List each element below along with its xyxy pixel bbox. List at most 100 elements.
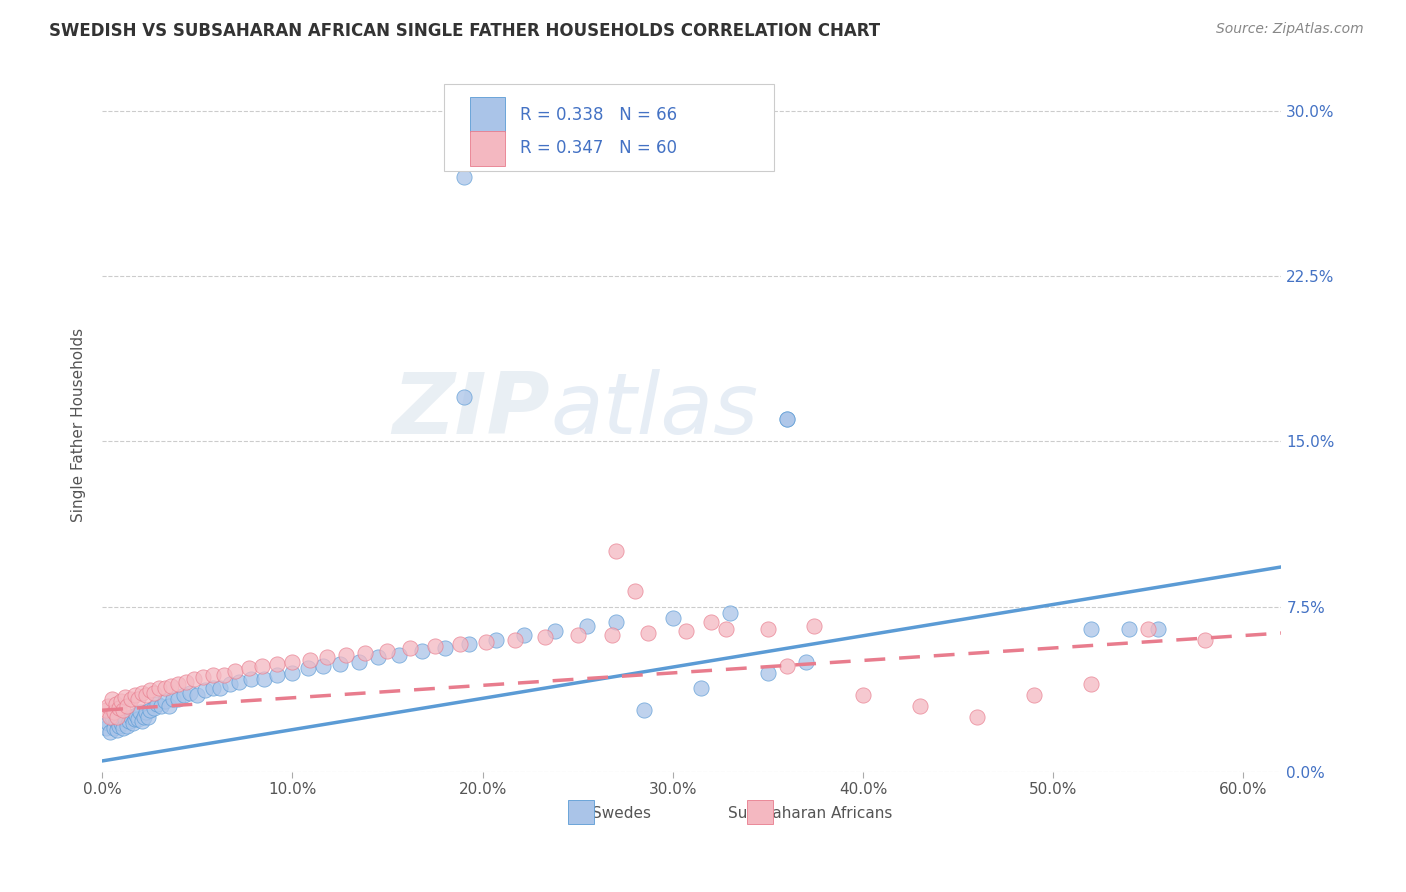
- Point: [623, 584, 645, 599]
- Point: [423, 640, 446, 654]
- Point: [194, 683, 217, 698]
- Point: [157, 698, 180, 713]
- Point: [174, 674, 197, 689]
- Point: [908, 698, 931, 713]
- Point: [186, 688, 208, 702]
- Point: [218, 677, 240, 691]
- Point: [131, 685, 153, 699]
- Point: [114, 712, 136, 726]
- Text: R = 0.347   N = 60: R = 0.347 N = 60: [520, 139, 676, 157]
- Point: [756, 622, 779, 636]
- Point: [98, 710, 121, 724]
- Point: [367, 650, 389, 665]
- Point: [567, 628, 589, 642]
- Point: [353, 646, 375, 660]
- Point: [110, 716, 132, 731]
- Point: [110, 694, 132, 708]
- Point: [142, 701, 165, 715]
- Point: [239, 673, 262, 687]
- Point: [335, 648, 357, 662]
- Point: [167, 692, 190, 706]
- Point: [605, 544, 627, 558]
- Point: [458, 637, 481, 651]
- Point: [1080, 622, 1102, 636]
- Point: [191, 670, 214, 684]
- Point: [148, 681, 170, 696]
- FancyBboxPatch shape: [444, 85, 775, 171]
- Point: [162, 692, 184, 706]
- Point: [139, 703, 162, 717]
- Point: [347, 655, 370, 669]
- Point: [173, 688, 195, 702]
- Point: [142, 685, 165, 699]
- Point: [718, 606, 741, 620]
- Point: [183, 673, 205, 687]
- Point: [662, 610, 685, 624]
- Point: [120, 710, 142, 724]
- Point: [118, 714, 141, 729]
- Point: [120, 692, 142, 706]
- Point: [852, 688, 875, 702]
- Text: SWEDISH VS SUBSAHARAN AFRICAN SINGLE FATHER HOUSEHOLDS CORRELATION CHART: SWEDISH VS SUBSAHARAN AFRICAN SINGLE FAT…: [49, 22, 880, 40]
- Point: [212, 668, 235, 682]
- Point: [637, 626, 659, 640]
- Point: [776, 412, 799, 426]
- Point: [1137, 622, 1160, 636]
- Point: [201, 668, 224, 682]
- Point: [1146, 622, 1168, 636]
- Point: [281, 655, 304, 669]
- Point: [600, 628, 623, 642]
- FancyBboxPatch shape: [747, 800, 773, 824]
- Point: [124, 688, 146, 702]
- Point: [675, 624, 697, 638]
- Point: [388, 648, 411, 662]
- Point: [1194, 632, 1216, 647]
- Point: [534, 631, 557, 645]
- Point: [690, 681, 713, 696]
- Point: [1118, 622, 1140, 636]
- Point: [114, 690, 136, 704]
- Point: [503, 632, 526, 647]
- Point: [107, 710, 129, 724]
- Point: [312, 659, 335, 673]
- Point: [150, 698, 173, 713]
- Point: [449, 637, 471, 651]
- Point: [776, 659, 799, 673]
- Point: [238, 661, 260, 675]
- Point: [125, 707, 148, 722]
- Point: [100, 692, 122, 706]
- Text: Swedes: Swedes: [592, 806, 651, 822]
- Point: [103, 721, 125, 735]
- Point: [167, 677, 190, 691]
- Point: [153, 694, 176, 708]
- Point: [159, 679, 181, 693]
- Point: [135, 688, 157, 702]
- Point: [94, 721, 117, 735]
- Point: [108, 701, 131, 715]
- Point: [115, 698, 138, 713]
- Point: [94, 703, 117, 717]
- Point: [453, 169, 475, 184]
- Point: [97, 698, 120, 713]
- FancyBboxPatch shape: [568, 800, 593, 824]
- Point: [153, 681, 176, 696]
- Point: [98, 725, 121, 739]
- Point: [131, 714, 153, 729]
- Point: [132, 710, 155, 724]
- Point: [329, 657, 352, 671]
- Point: [315, 650, 337, 665]
- Point: [136, 710, 159, 724]
- Point: [453, 390, 475, 404]
- Point: [1024, 688, 1046, 702]
- Point: [139, 683, 162, 698]
- Point: [266, 657, 288, 671]
- Point: [576, 619, 599, 633]
- Point: [104, 714, 127, 729]
- Point: [97, 716, 120, 731]
- Point: [399, 641, 422, 656]
- Point: [1080, 677, 1102, 691]
- Point: [700, 615, 723, 629]
- Point: [201, 681, 224, 696]
- Point: [209, 681, 232, 696]
- Point: [794, 655, 817, 669]
